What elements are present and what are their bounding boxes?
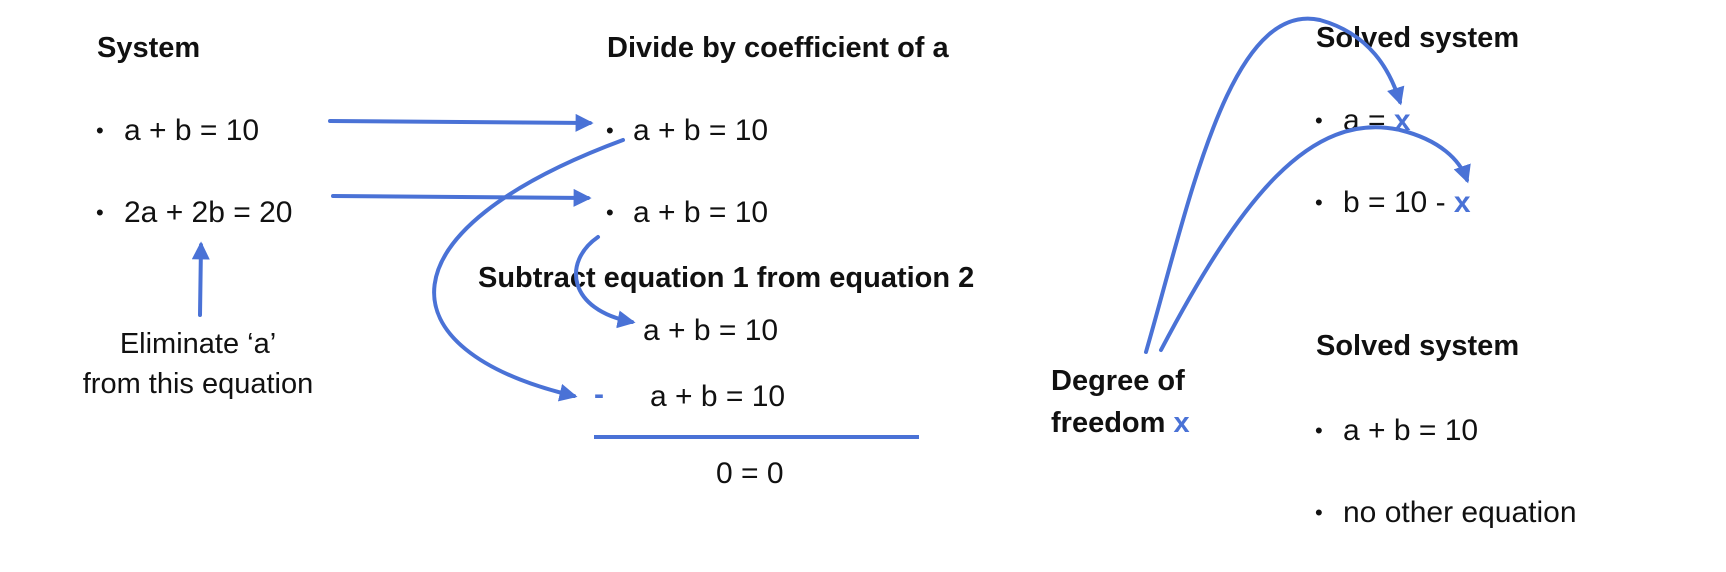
solved2-equation: a + b = 10 bbox=[1343, 414, 1479, 447]
freedom-label-text: freedom bbox=[1051, 407, 1166, 439]
eliminate-note-line-1: Eliminate ‘a’ bbox=[119, 328, 277, 360]
freedom-label-line-2: freedom x bbox=[1051, 409, 1190, 438]
solved-system-title-1: Solved system bbox=[1316, 22, 1520, 54]
solved2-note: no other equation bbox=[1343, 496, 1577, 529]
system-title: System bbox=[97, 32, 201, 64]
bullet: • bbox=[606, 118, 614, 143]
solved-equation-b: b = 10 - x bbox=[1343, 188, 1471, 218]
bullet: • bbox=[1315, 500, 1323, 525]
divide-equation-1: a + b = 10 bbox=[633, 114, 769, 147]
bullet: • bbox=[606, 200, 614, 225]
subtract-result: 0 = 0 bbox=[716, 457, 784, 490]
system-equation-2: 2a + 2b = 20 bbox=[124, 196, 293, 229]
bullet: • bbox=[96, 118, 104, 143]
subtract-line-1: a + b = 10 bbox=[643, 314, 779, 347]
solved-equation-b-variable: x bbox=[1453, 186, 1471, 219]
eliminate-note: Eliminate ‘a’ from this equation bbox=[50, 324, 346, 404]
arrow-freedom-to-b bbox=[1159, 125, 1471, 352]
arrow-eq1-to-divide bbox=[328, 113, 594, 132]
arrow-divide-eq1-to-minus bbox=[432, 138, 625, 402]
bullet: • bbox=[1315, 108, 1323, 133]
system-equation-1: a + b = 10 bbox=[124, 114, 260, 147]
arrow-eq2-to-divide bbox=[331, 188, 592, 207]
divide-equation-2: a + b = 10 bbox=[633, 196, 769, 229]
subtract-line-2: a + b = 10 bbox=[650, 380, 786, 413]
eliminate-note-line-2: from this equation bbox=[82, 368, 314, 400]
divide-title: Divide by coefficient of a bbox=[607, 32, 949, 64]
subtract-title: Subtract equation 1 from equation 2 bbox=[478, 262, 975, 294]
solved-system-title-2: Solved system bbox=[1316, 330, 1520, 362]
freedom-label-line-1: Degree of bbox=[1051, 365, 1185, 397]
arrow-up-to-eq2 bbox=[191, 241, 210, 317]
arrow-divide-eq2-to-sub-line1 bbox=[574, 235, 636, 329]
bullet: • bbox=[96, 200, 104, 225]
freedom-variable: x bbox=[1173, 407, 1190, 439]
bullet: • bbox=[1315, 418, 1323, 443]
minus-sign: - bbox=[594, 378, 604, 411]
arrow-freedom-to-a bbox=[1144, 16, 1405, 354]
bullet: • bbox=[1315, 190, 1323, 215]
solved-equation-b-text: b = 10 - bbox=[1343, 186, 1454, 219]
